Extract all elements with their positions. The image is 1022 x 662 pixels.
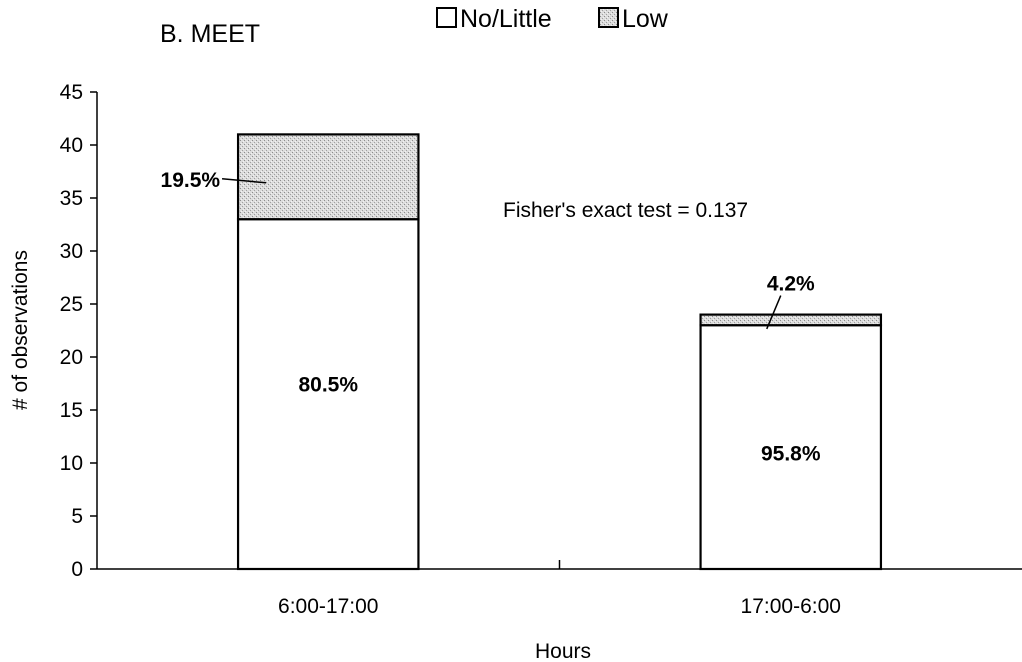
legend-swatch-low bbox=[598, 7, 619, 28]
y-tick-label: 35 bbox=[60, 187, 83, 210]
leader-line-low-1 bbox=[221, 178, 267, 184]
data-label-low-2: 4.2% bbox=[767, 273, 815, 296]
x-tick-label: 6:00-17:00 bbox=[278, 595, 378, 618]
bar-low-1 bbox=[236, 133, 420, 221]
y-tick-label: 45 bbox=[60, 81, 83, 104]
x-axis-label: Hours bbox=[535, 640, 591, 662]
legend-label-no-little: No/Little bbox=[460, 5, 552, 33]
y-tick-label: 5 bbox=[71, 505, 83, 528]
plot-area: 0 5 10 15 20 25 30 35 40 45 6:00-17:00 17:00-6:00 80… bbox=[60, 81, 1022, 618]
y-tick-label: 15 bbox=[60, 399, 83, 422]
legend-label-low: Low bbox=[622, 5, 669, 33]
y-axis-label: # of observations bbox=[9, 250, 32, 410]
fisher-test-annotation: Fisher's exact test = 0.137 bbox=[503, 199, 748, 222]
y-tick-label: 0 bbox=[71, 558, 83, 581]
chart-title: B. MEET bbox=[160, 20, 260, 48]
x-tick-label: 17:00-6:00 bbox=[741, 595, 841, 618]
y-tick-label: 40 bbox=[60, 134, 83, 157]
bar-no-little-2 bbox=[699, 324, 883, 571]
y-tick-label: 20 bbox=[60, 346, 83, 369]
y-tick-label: 25 bbox=[60, 293, 83, 316]
bar-no-little-1 bbox=[236, 218, 420, 571]
legend: No/Little Low bbox=[436, 5, 669, 33]
data-label-no-little-1: 80.5% bbox=[298, 374, 358, 397]
data-label-no-little-2: 95.8% bbox=[761, 442, 821, 465]
y-tick-label: 30 bbox=[60, 240, 83, 263]
leader-line-low-2 bbox=[766, 295, 782, 330]
data-label-low-1: 19.5% bbox=[161, 169, 221, 192]
bar-low-2 bbox=[699, 313, 883, 327]
y-tick-label: 10 bbox=[60, 452, 83, 475]
legend-swatch-no-little bbox=[436, 7, 457, 28]
